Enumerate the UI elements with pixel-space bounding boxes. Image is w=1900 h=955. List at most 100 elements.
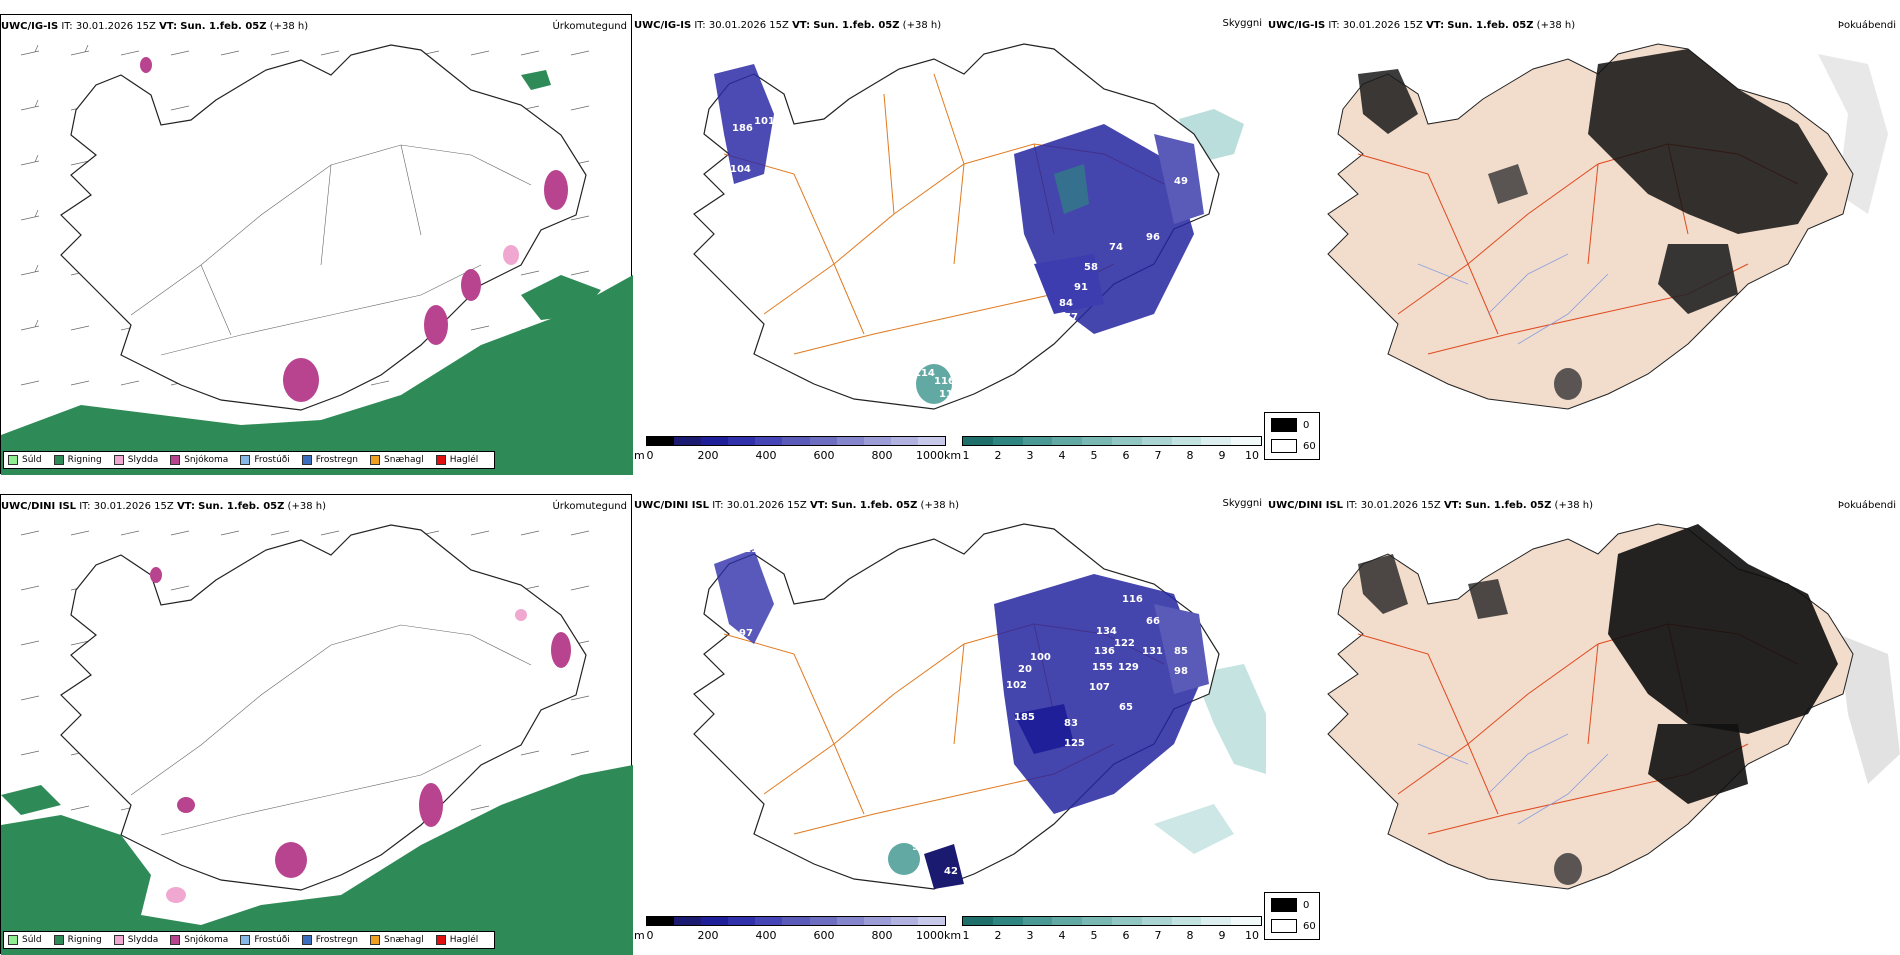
visibility-value-labels: 186 104 101 107 58 91 84 77 74 114 116 1…: [730, 116, 1188, 400]
panel-header: UWC/IG-IS IT: 30.01.2026 15Z VT: Sun. 1.…: [634, 20, 941, 31]
legend-item: Snæhagl: [370, 455, 424, 465]
fog-legend-item: 60: [1271, 439, 1316, 453]
precip-areas: [1, 57, 633, 475]
fog-panel-2: UWC/DINI ISL IT: 30.01.2026 15Z VT: Sun.…: [1268, 494, 1900, 954]
colorbar-swatch: [674, 437, 702, 445]
vis-label: 136: [1094, 646, 1115, 657]
colorbar-tick: 0: [646, 449, 654, 462]
legend-item: Haglél: [435, 455, 479, 465]
colorbar-unit: m: [634, 929, 645, 942]
vis-label: 49: [1174, 176, 1188, 187]
colorbar-tick: 7: [1154, 449, 1162, 462]
lead-time: (+38 h): [920, 500, 959, 511]
it-label: IT: 30.01.2026 15Z: [712, 500, 807, 511]
vis-label: 77: [1064, 312, 1078, 323]
panel-title: Skyggni: [1222, 18, 1262, 29]
colorbar-swatch: [1171, 917, 1202, 925]
legend-item: Súld: [8, 935, 42, 945]
colorbar-tick: 5: [1090, 449, 1098, 462]
legend-item: Slydda: [113, 935, 158, 945]
it-label: IT: 30.01.2026 15Z: [694, 20, 789, 31]
colorbar-tick: 6: [1122, 449, 1130, 462]
model-label: UWC/IG-IS: [1, 21, 59, 32]
colorbar-tick: 9: [1218, 449, 1226, 462]
legend-swatch: [370, 455, 381, 465]
colorbar-tick: 400: [755, 449, 777, 462]
colorbar-swatch: [836, 437, 864, 445]
colorbar-swatch: [1201, 437, 1232, 445]
vis-label: 100: [1030, 652, 1051, 663]
colorbar-tick: 0: [646, 929, 654, 942]
vt-value: Sun. 1.feb. 05Z: [831, 500, 918, 511]
colorbar-km: km 1 2 3 4 5 6 7 8 9 10: [944, 436, 1264, 466]
legend-swatch: [170, 455, 181, 465]
colorbar-km-swatches: [962, 916, 1262, 926]
panel-header: UWC/DINI ISL IT: 30.01.2026 15Z VT: Sun.…: [1, 501, 326, 512]
precip-type-panel-2: UWC/DINI ISL IT: 30.01.2026 15Z VT: Sun.…: [0, 494, 633, 955]
vis-label: 131: [1142, 646, 1163, 657]
legend-swatch: [301, 935, 312, 945]
panel-title: Þokuábendi: [1837, 20, 1896, 31]
colorbar-tick: 4: [1058, 929, 1066, 942]
model-label: UWC/IG-IS: [634, 20, 692, 31]
colorbar-swatch: [992, 917, 1023, 925]
colorbar-swatch: [963, 917, 993, 925]
colorbar-swatch: [647, 917, 675, 925]
low-visibility-areas: [714, 64, 1204, 404]
vis-label: 96: [1146, 232, 1160, 243]
vt-value: Sun. 1.feb. 05Z: [180, 21, 267, 32]
vis-label: 85: [1174, 646, 1188, 657]
fog-legend-2: 0 60: [1264, 892, 1320, 940]
legend-item: Haglél: [435, 935, 478, 945]
legend-label: Haglél: [449, 455, 479, 465]
vis-label: 107: [1089, 682, 1110, 693]
colorbar-swatch: [755, 917, 783, 925]
vis-label: 116: [1122, 594, 1143, 605]
legend-swatch: [113, 935, 124, 945]
vis-label: 58: [1084, 262, 1098, 273]
colorbar-tick: 800: [871, 929, 893, 942]
vis-label: 91: [1074, 282, 1088, 293]
legend-swatch: [8, 935, 18, 945]
colorbar-tick: 2: [994, 929, 1002, 942]
panel-title: Skyggni: [1222, 498, 1262, 509]
precip-legend: Súld Rigning Slydda Snjókoma Frostúði Fr…: [3, 451, 496, 469]
visibility-panel-2: 111 97 100 134 136 122 129 155 107 83 65…: [634, 494, 1266, 954]
colorbar-tick: 400: [755, 929, 777, 942]
vis-label: 101: [754, 116, 775, 127]
vt-prefix: VT:: [809, 500, 828, 511]
vt-value: Sun. 1.feb. 05Z: [1447, 20, 1534, 31]
colorbar-tick: 600: [813, 449, 835, 462]
vis-label: 125: [1064, 738, 1085, 749]
vt-value: Sun. 1.feb. 05Z: [813, 20, 900, 31]
colorbar-swatch: [1052, 917, 1083, 925]
model-label: UWC/DINI ISL: [634, 500, 710, 511]
colorbar-tick: 1: [962, 449, 970, 462]
vis-label: 20: [1018, 664, 1032, 675]
colorbar-swatch: [1201, 917, 1232, 925]
legend-item: Slydda: [113, 455, 159, 465]
colorbar-swatch: [782, 437, 810, 445]
colorbar-swatch: [917, 917, 946, 925]
roads: [130, 144, 532, 356]
legend-label: Snjókoma: [184, 455, 229, 465]
roads: [130, 624, 532, 836]
vis-label: 66: [1146, 616, 1160, 627]
colorbar-swatch: [809, 437, 837, 445]
fog-legend-1: 0 60: [1264, 412, 1320, 460]
colorbar-swatch: [1111, 437, 1142, 445]
vt-value: Sun. 1.feb. 05Z: [198, 501, 285, 512]
vis-label: 118: [939, 389, 960, 400]
colorbar-tick: 200: [697, 929, 719, 942]
colorbar-swatch: [992, 437, 1023, 445]
legend-label: Slydda: [127, 455, 159, 465]
colorbar-tick: 10: [1245, 449, 1259, 462]
it-label: IT: 30.01.2026 15Z: [1346, 500, 1441, 511]
rivers: [1417, 253, 1609, 345]
colorbar-swatch: [890, 917, 918, 925]
colorbar-tick: 10: [1245, 929, 1259, 942]
legend-item: Snæhagl: [370, 935, 424, 945]
panel-header: UWC/DINI ISL IT: 30.01.2026 15Z VT: Sun.…: [1268, 500, 1593, 511]
fog-legend-label: 0: [1303, 899, 1310, 911]
legend-swatch: [435, 455, 446, 465]
